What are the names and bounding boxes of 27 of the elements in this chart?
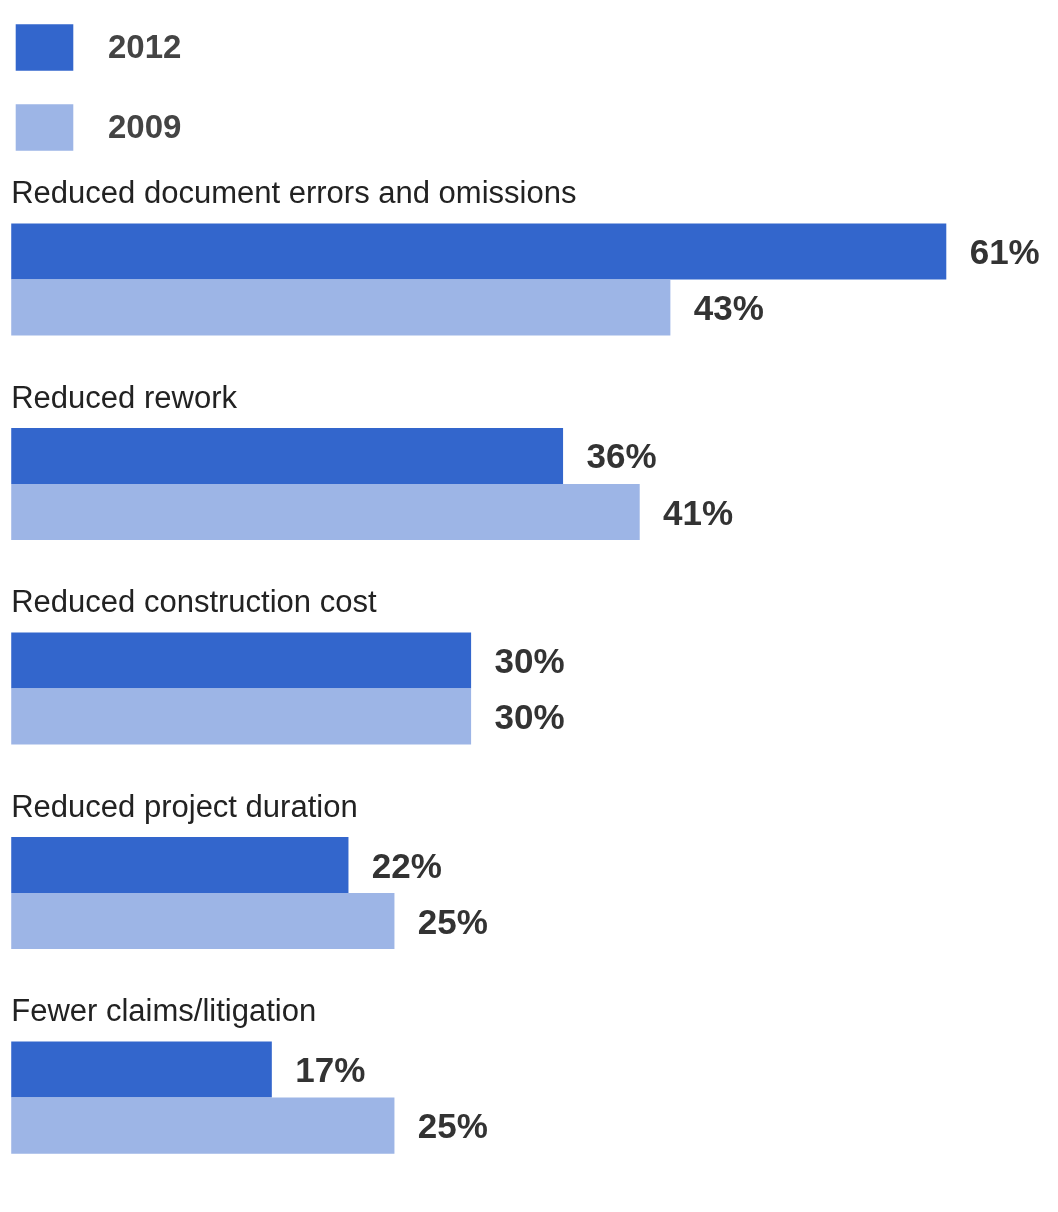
bar: [11, 632, 472, 689]
bar: [11, 1097, 395, 1154]
bar: [11, 1041, 272, 1098]
data-label: 41%: [663, 492, 734, 532]
data-label: 30%: [494, 697, 565, 737]
bar: [11, 893, 395, 950]
legend-label: 2012: [108, 28, 182, 66]
bar: [11, 688, 472, 745]
data-label: 36%: [586, 436, 657, 476]
data-label: 43%: [693, 288, 764, 327]
data-label: 30%: [494, 641, 565, 681]
y-tick-label: Reduced rework: [11, 379, 238, 415]
data-label: 25%: [417, 901, 488, 941]
bar: [11, 427, 564, 485]
y-tick-label: Fewer claims/litigation: [11, 993, 317, 1029]
bar: [11, 223, 947, 280]
data-label: 25%: [417, 1106, 488, 1146]
data-label: 61%: [969, 231, 1040, 271]
data-label: 17%: [295, 1050, 366, 1090]
y-tick-label: Reduced project duration: [11, 788, 358, 824]
bar: [11, 279, 671, 336]
data-label: 22%: [371, 845, 442, 885]
bar: [11, 484, 640, 541]
bar: [11, 837, 349, 894]
y-tick-label: Reduced document errors and omissions: [11, 175, 577, 211]
legend-label: 2009: [108, 108, 182, 146]
y-tick-label: Reduced construction cost: [11, 584, 377, 620]
